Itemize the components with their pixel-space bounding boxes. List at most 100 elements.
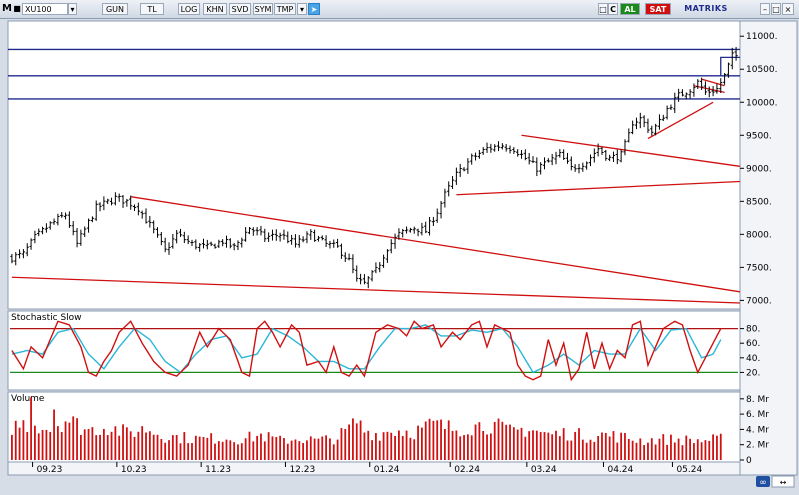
price-bar [642, 115, 646, 128]
price-bar [707, 86, 711, 98]
trendline-3 [456, 180, 740, 196]
toolbar: M ■ XU100 ▾ GUN TL LOG KHN SVD SYM TMP ▾… [0, 0, 799, 19]
refresh-button[interactable]: C [608, 3, 618, 15]
price-bar [366, 276, 370, 289]
price-bar [447, 181, 451, 197]
volume-ytick-label: 8. Mr [746, 395, 769, 405]
x-tick-label: 11.23 [205, 465, 231, 475]
price-bar [190, 239, 194, 247]
price-bar [159, 232, 163, 246]
price-bar [565, 152, 570, 164]
price-bar [397, 228, 401, 240]
price-bar [715, 83, 719, 94]
volume-ytick-label: 4. Mr [746, 425, 769, 435]
price-bar [117, 193, 121, 202]
sell-button[interactable]: SAT [645, 3, 671, 15]
x-tick-label: 05.24 [676, 465, 702, 475]
zoom-button[interactable] [771, 475, 795, 488]
price-bar [324, 235, 328, 248]
price-bar [696, 79, 700, 90]
price-bar [719, 78, 723, 93]
minimize-icon[interactable]: – [760, 3, 770, 15]
price-bar [443, 188, 447, 208]
sym-button[interactable]: SYM [253, 3, 273, 15]
x-tick-label: 04.24 [607, 465, 633, 475]
price-bar [332, 239, 336, 248]
copy-icon[interactable]: □ [598, 3, 608, 15]
svd-button[interactable]: SVD [229, 3, 251, 15]
price-bar [692, 83, 696, 97]
price-bar [554, 151, 558, 165]
price-bar [684, 92, 688, 100]
price-bar [665, 105, 669, 120]
twitter-icon[interactable]: ➤ [308, 3, 320, 15]
price-bar [393, 233, 397, 249]
price-bar [734, 47, 738, 61]
price-bar [186, 235, 190, 245]
price-bar [90, 216, 94, 223]
maximize-icon[interactable]: □ [771, 3, 781, 15]
price-bar [370, 270, 374, 282]
price-bar [56, 213, 60, 226]
price-ytick-label: 8500. [746, 197, 772, 207]
symbol-dropdown-icon[interactable]: ▾ [68, 3, 77, 15]
stochastic-title: Stochastic Slow [11, 313, 82, 323]
menu-button[interactable]: M [2, 3, 12, 14]
log-button[interactable]: LOG [178, 3, 200, 15]
price-bar [362, 274, 367, 285]
price-bar [585, 161, 589, 170]
price-bar [523, 149, 527, 161]
scroll-left-button[interactable] [756, 476, 770, 487]
price-bar [623, 139, 627, 156]
khn-button[interactable]: KHN [203, 3, 227, 15]
tmp-button[interactable]: TMP [274, 3, 296, 15]
price-bar [546, 158, 550, 163]
price-bar [588, 154, 593, 167]
price-bar [129, 195, 133, 210]
price-bar [121, 195, 125, 208]
price-bar [144, 208, 148, 224]
price-bar [711, 86, 715, 97]
x-tick-label: 12.23 [289, 465, 315, 475]
price-bar [290, 234, 294, 245]
price-bar [477, 150, 481, 159]
price-bar [224, 235, 229, 248]
price-bar [109, 197, 114, 206]
price-bar [496, 141, 501, 152]
price-bar [198, 243, 202, 252]
trendline-1 [11, 276, 740, 304]
price-bar [558, 149, 562, 158]
price-bar [627, 128, 631, 143]
symbol-field[interactable]: XU100 [22, 3, 68, 15]
price-bar [650, 125, 654, 136]
price-bar [355, 265, 359, 282]
x-tick-label: 10.23 [121, 465, 147, 475]
price-bar [722, 73, 727, 85]
dropdown-icon[interactable]: ▾ [297, 3, 307, 15]
price-bar [343, 252, 347, 262]
buy-button[interactable]: AL [620, 3, 640, 15]
price-bar [98, 202, 102, 212]
stochastic-ytick-label: 80. [746, 325, 760, 335]
price-bar [263, 228, 267, 243]
price-bar [427, 216, 432, 236]
price-bar [313, 229, 317, 242]
price-bar [542, 157, 547, 170]
price-bar [385, 249, 390, 263]
chart-canvas[interactable]: 11000. 10500. 10000. 9500. 9000. 8500. 8000. 75… [0, 18, 799, 495]
close-icon[interactable]: × [782, 3, 794, 15]
price-bar [535, 157, 539, 177]
scroll-controls[interactable]: ∞ ↔ [756, 475, 795, 488]
currency-button[interactable]: TL [140, 3, 164, 15]
price-bar [136, 202, 140, 216]
price-bar [550, 154, 554, 166]
period-button[interactable]: GUN [102, 3, 128, 15]
price-bar [316, 235, 321, 242]
price-bar [631, 120, 635, 135]
price-bar [267, 232, 271, 242]
price-bar [209, 241, 213, 247]
price-bar [201, 238, 206, 249]
stochastic-ytick-label: 20. [746, 368, 760, 378]
price-bar [669, 104, 673, 111]
price-bar [661, 114, 665, 122]
